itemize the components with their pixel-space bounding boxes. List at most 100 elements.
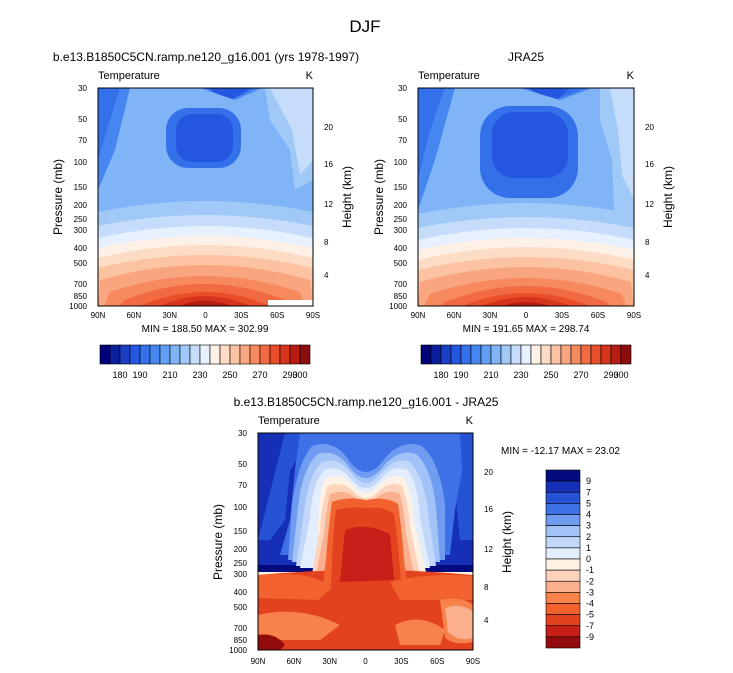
colorbar-swatch	[620, 344, 632, 365]
y-tick-label: 850	[394, 292, 408, 301]
contour-field	[258, 433, 473, 650]
colorbar-tick-label: 210	[162, 370, 177, 380]
colorbar-swatch	[545, 603, 581, 615]
colorbar-swatch	[229, 344, 241, 365]
left-string: Temperature	[418, 70, 480, 82]
colorbar-swatch	[139, 344, 151, 365]
colorbar-tick-label: 250	[222, 370, 237, 380]
y2-axis-label: Height (km)	[500, 511, 514, 573]
colorbar-tick-label: 300	[292, 370, 307, 380]
colorbar-swatch	[545, 580, 581, 593]
y-tick-label: 150	[74, 183, 88, 192]
min-value: 191.65	[492, 324, 523, 335]
colorbar-swatch	[545, 558, 581, 571]
y-tick-label: 200	[234, 545, 248, 554]
y-tick-label: 700	[234, 624, 248, 633]
colorbar-swatch	[545, 536, 581, 549]
height-tick-label: 8	[324, 238, 329, 247]
y-tick-label: 300	[394, 226, 408, 235]
colorbar-swatch	[545, 480, 581, 493]
colorbar-tick-label: 300	[613, 370, 628, 380]
colorbar-swatch	[219, 344, 231, 365]
x-tick-label: 0	[363, 657, 368, 666]
colorbar-swatch	[520, 344, 532, 365]
y-tick-label: 850	[74, 292, 88, 301]
colorbar-swatch	[99, 344, 111, 365]
y-tick-label: 250	[394, 215, 408, 224]
y-tick-label: 30	[78, 84, 87, 93]
colorbar-swatch	[500, 344, 512, 365]
x-tick-label: 90N	[91, 311, 106, 320]
colorbar-tick-label: 290	[282, 370, 297, 380]
y-ticks: 30 50 70 100 150 200 250 300 400 500 700…	[389, 84, 407, 311]
x-tick-label: 30N	[162, 311, 177, 320]
height-tick-label: 4	[324, 271, 329, 280]
colorbar-tick-label: 5	[586, 498, 591, 508]
colorbar-swatch	[610, 344, 622, 365]
colorbar-tick-label: 2	[586, 532, 591, 542]
colorbar-swatch	[570, 344, 582, 365]
colorbar-tick-label: 270	[573, 370, 588, 380]
colorbar-swatch	[580, 344, 592, 365]
y-tick-label: 300	[234, 570, 248, 579]
x-tick-label: 90S	[306, 311, 320, 320]
height-tick-label: 16	[484, 505, 493, 514]
colorbar-swatch	[430, 344, 442, 365]
y-tick-label: 70	[238, 481, 247, 490]
height-tick-label: 20	[484, 468, 493, 477]
y-tick-label: 500	[234, 603, 248, 612]
height-tick-label: 16	[645, 160, 654, 169]
colorbar-swatch	[440, 344, 452, 365]
y-tick-label: 300	[74, 226, 88, 235]
colorbar-swatch	[560, 344, 572, 365]
contour-fill	[445, 605, 473, 640]
x-tick-label: 0	[203, 311, 208, 320]
min-max-stats: MIN = 188.50 MAX = 302.99	[142, 324, 269, 335]
colorbar-tick-label: 180	[433, 370, 448, 380]
contour-fill	[340, 526, 394, 582]
panel-title: b.e13.B1850C5CN.ramp.ne120_g16.001 - JRA…	[234, 395, 499, 409]
colorbar-swatch	[460, 344, 472, 365]
colorbar-swatch	[490, 344, 502, 365]
min-value: 188.50	[171, 324, 202, 335]
colorbar-swatch	[289, 344, 301, 365]
colorbar-swatch	[420, 344, 432, 365]
x-tick-label: 30S	[234, 311, 248, 320]
x-tick-label: 60S	[430, 657, 444, 666]
height-tick-label: 16	[324, 160, 333, 169]
y-tick-label: 30	[398, 84, 407, 93]
y-tick-label: 30	[238, 429, 247, 438]
y-tick-label: 1000	[229, 646, 247, 655]
colorbar-tick-label: 180	[112, 370, 127, 380]
colorbar-tick-label: 9	[586, 476, 591, 486]
colorbar-swatch	[480, 344, 492, 365]
y2-axis-label: Height (km)	[340, 166, 354, 228]
contour-fill	[390, 574, 473, 600]
colorbar-swatch	[545, 491, 581, 504]
y-tick-label: 50	[238, 460, 247, 469]
y-tick-label: 100	[74, 158, 88, 167]
min-max-stats: MIN = 191.65 MAX = 298.74	[463, 324, 590, 335]
y-tick-label: 150	[234, 527, 248, 536]
height-tick-label: 4	[645, 271, 650, 280]
colorbar-tick-label: 4	[586, 510, 591, 520]
colorbar-tick-label: -3	[586, 587, 594, 597]
y-tick-label: 1000	[389, 302, 407, 311]
y-tick-label: 400	[394, 244, 408, 253]
colorbar-swatch	[129, 344, 141, 365]
y-tick-label: 250	[234, 559, 248, 568]
colorbar-tick-label: 0	[586, 554, 591, 564]
y-tick-label: 100	[394, 158, 408, 167]
x-tick-label: 30N	[322, 657, 337, 666]
height-tick-label: 12	[484, 545, 493, 554]
x-tick-label: 90N	[251, 657, 266, 666]
height-tick-label: 4	[484, 616, 489, 625]
y-tick-label: 500	[394, 259, 408, 268]
contour-fill	[395, 619, 445, 645]
colorbar-swatch	[209, 344, 221, 365]
colorbar-tick-label: 230	[513, 370, 528, 380]
y-tick-label: 400	[74, 244, 88, 253]
y-axis-label: Pressure (mb)	[211, 504, 225, 580]
height-tick-label: 8	[484, 583, 489, 592]
